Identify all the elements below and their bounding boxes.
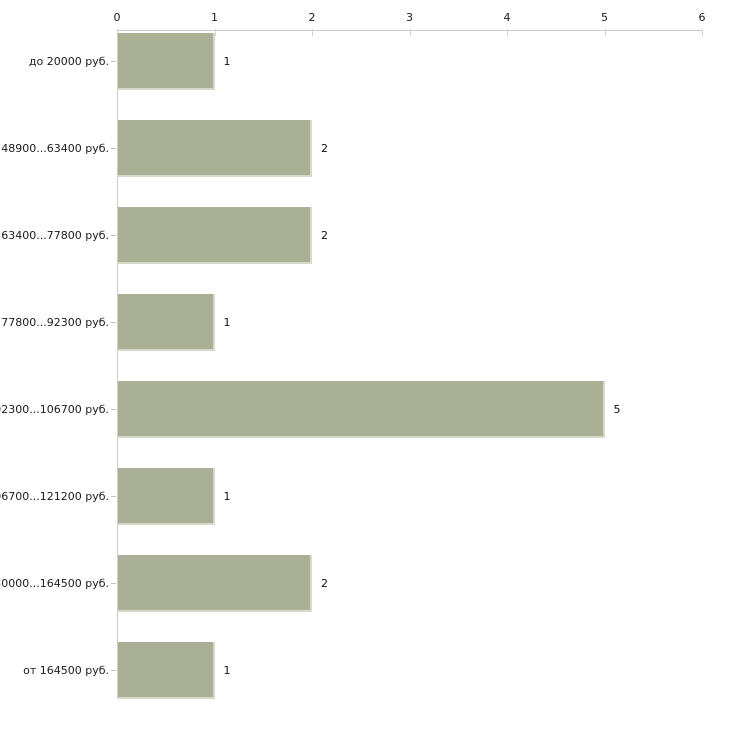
x-axis-tick-mark (214, 29, 216, 36)
category-tick-mark (111, 409, 116, 410)
category-tick-mark (111, 496, 116, 497)
bar-value-label: 1 (223, 55, 231, 68)
bar (118, 555, 312, 612)
x-axis-tick-mark (409, 29, 411, 36)
y-axis-line (117, 30, 118, 699)
category-label: 92300...106700 руб. (0, 403, 109, 416)
x-axis-tick-mark (702, 29, 703, 36)
bar (118, 381, 605, 438)
category-tick-mark (111, 61, 116, 62)
bar-value-label: 2 (321, 142, 328, 155)
bar-value-label: 2 (321, 577, 328, 590)
bar (118, 120, 312, 177)
x-axis-line: 0 1 2 3 4 5 6 (114, 11, 706, 36)
category-label: 48900...63400 руб. (1, 142, 109, 155)
bar-row: 48900...63400 руб. 2 (0, 117, 730, 204)
bar-value-label: 5 (613, 403, 621, 416)
x-axis-tick-label: 2 (308, 11, 316, 24)
category-label: 77800...92300 руб. (1, 316, 109, 329)
bar-row: до 20000 руб. 1 (0, 30, 730, 117)
bar-value-label: 1 (223, 316, 231, 329)
bar-row: 77800...92300 руб. 1 (0, 291, 730, 378)
bar-rows-container: до 20000 руб. 1 48900...63400 руб. 2 63400..… (0, 30, 730, 726)
category-label: 106700...121200 руб. (0, 490, 109, 503)
bar-row: 106700...121200 руб. 1 (0, 465, 730, 552)
bar-row: 92300...106700 руб. 5 (0, 378, 730, 465)
bar-row: от 164500 руб. 1 (0, 639, 730, 726)
x-axis-tick-label: 6 (698, 11, 706, 24)
category-label: 63400...77800 руб. (1, 229, 109, 242)
category-tick-mark (111, 583, 116, 584)
category-tick-mark (111, 235, 116, 236)
bar (118, 642, 215, 699)
x-axis-tick-mark (507, 29, 508, 36)
x-axis-tick-label: 1 (211, 11, 218, 24)
category-label: до 20000 руб. (28, 55, 109, 68)
bar-value-label: 1 (223, 490, 231, 503)
bar-row: 63400...77800 руб. 2 (0, 204, 730, 291)
bar (118, 207, 312, 264)
x-axis-tick-mark (312, 29, 313, 36)
category-tick-mark (111, 322, 116, 323)
x-axis-tick-label: 4 (503, 11, 511, 24)
category-tick-mark (111, 670, 116, 671)
bar-value-label: 2 (321, 229, 328, 242)
x-axis-tick-label: 0 (113, 11, 121, 24)
category-label: 150000...164500 руб. (0, 577, 109, 590)
x-axis-tick-mark (604, 29, 606, 36)
bar-value-label: 1 (223, 664, 231, 677)
x-axis-tick-label: 5 (601, 11, 608, 24)
bar (118, 33, 215, 90)
x-axis-tick-label: 3 (406, 11, 413, 24)
category-tick-mark (111, 148, 116, 149)
bar (118, 468, 215, 525)
bar (118, 294, 215, 351)
bar-row: 150000...164500 руб. 2 (0, 552, 730, 639)
category-label: от 164500 руб. (23, 664, 109, 677)
